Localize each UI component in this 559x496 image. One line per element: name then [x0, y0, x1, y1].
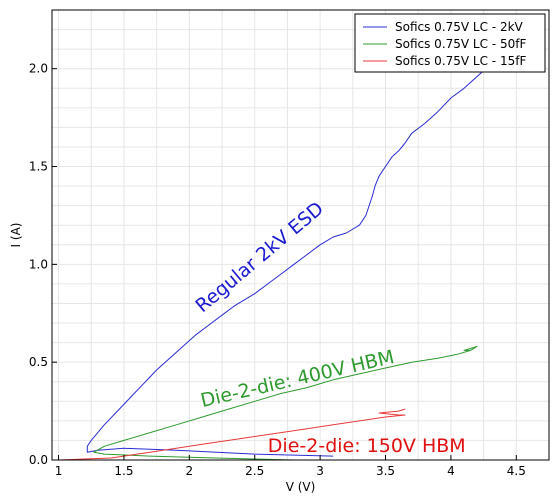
legend-label-2: Sofics 0.75V LC - 50fF: [395, 37, 526, 51]
legend-label-1: Sofics 0.75V LC - 2kV: [395, 20, 524, 34]
x-tick-label: 1: [55, 464, 63, 478]
y-tick-label: 0.5: [29, 355, 48, 369]
series-line-1: [86, 15, 543, 457]
x-tick-label: 3: [316, 464, 324, 478]
x-tick-label: 2: [186, 464, 194, 478]
y-tick-label: 1.0: [29, 257, 48, 271]
annotation-2: Die-2-die: 400V HBM: [199, 346, 397, 412]
legend-label-3: Sofics 0.75V LC - 15fF: [395, 54, 526, 68]
y-tick-label: 0.0: [29, 453, 48, 467]
y-axis-label: I (A): [9, 223, 23, 248]
x-tick-label: 4.5: [507, 464, 526, 478]
legend: Sofics 0.75V LC - 2kV Sofics 0.75V LC - 5…: [354, 13, 546, 73]
annotations: Regular 2kV ESD Die-2-die: 400V HBM Die-2-…: [191, 198, 465, 458]
x-tick-label: 4: [447, 464, 455, 478]
series-line-2: [93, 346, 478, 461]
x-tick-label: 3.5: [376, 464, 395, 478]
plot-frame: [51, 9, 550, 461]
y-tick-label: 2.0: [29, 62, 48, 76]
y-tick-label: 1.5: [29, 160, 48, 174]
annotation-3: Die-2-die: 150V HBM: [268, 435, 466, 457]
ticks: 1 1.5 2 2.5 3 3.5 4 4.5 0.0 0.5 1.0 1.5 2.0: [29, 62, 526, 478]
annotation-1: Regular 2kV ESD: [191, 198, 328, 318]
series-line-3: [58, 408, 406, 461]
x-tick-label: 1.5: [114, 464, 133, 478]
x-tick-label: 2.5: [245, 464, 264, 478]
legend-box: [354, 13, 546, 73]
x-axis-label: V (V): [286, 480, 316, 494]
series-layer: [58, 15, 543, 461]
